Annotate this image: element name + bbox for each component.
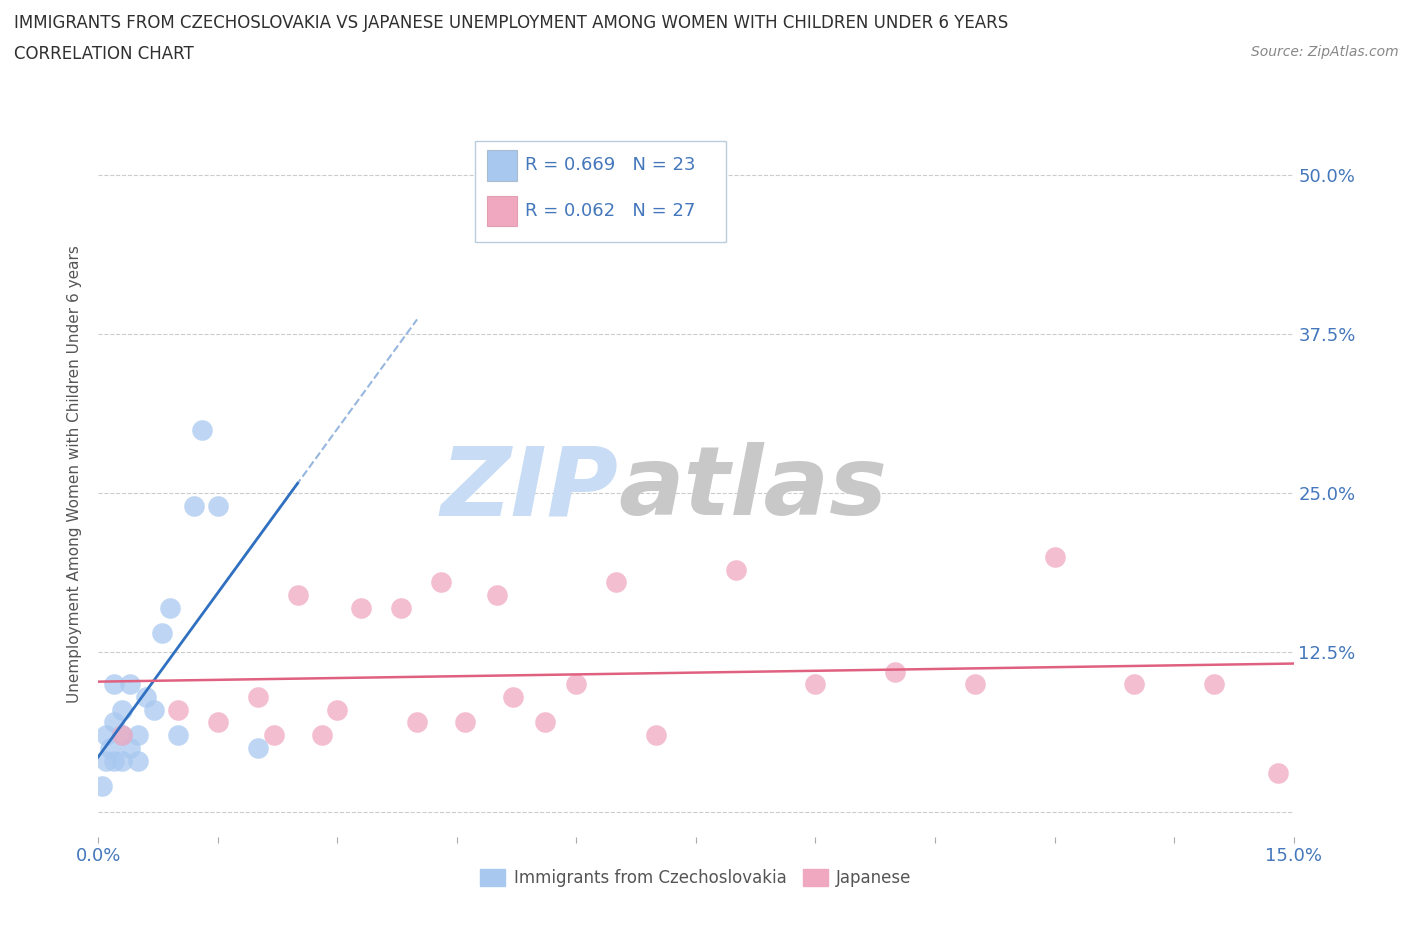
Point	[502, 689, 524, 704]
Point	[103, 753, 125, 768]
Point	[326, 702, 349, 717]
Point	[191, 422, 214, 437]
Point	[207, 498, 229, 513]
Point	[389, 601, 412, 616]
FancyBboxPatch shape	[475, 140, 725, 242]
Point	[111, 728, 134, 743]
Bar	[486, 195, 517, 226]
Text: ZIP: ZIP	[440, 443, 619, 536]
Point	[605, 575, 627, 590]
Point	[485, 588, 508, 603]
Point	[111, 728, 134, 743]
Point	[98, 740, 122, 755]
Point	[143, 702, 166, 717]
Point	[350, 601, 373, 616]
Text: R = 0.669   N = 23: R = 0.669 N = 23	[524, 156, 696, 174]
Point	[1202, 677, 1225, 692]
Point	[884, 664, 907, 679]
Text: CORRELATION CHART: CORRELATION CHART	[14, 45, 194, 62]
Text: IMMIGRANTS FROM CZECHOSLOVAKIA VS JAPANESE UNEMPLOYMENT AMONG WOMEN WITH CHILDRE: IMMIGRANTS FROM CZECHOSLOVAKIA VS JAPANE…	[14, 14, 1008, 32]
Point	[120, 677, 142, 692]
Point	[287, 588, 309, 603]
Text: Source: ZipAtlas.com: Source: ZipAtlas.com	[1251, 45, 1399, 59]
Point	[111, 753, 134, 768]
Point	[454, 715, 477, 730]
Point	[91, 778, 114, 793]
Point	[127, 728, 149, 743]
Point	[724, 563, 747, 578]
Point	[135, 689, 157, 704]
Point	[1123, 677, 1146, 692]
Point	[150, 626, 173, 641]
Point	[804, 677, 827, 692]
Point	[963, 677, 986, 692]
Point	[167, 702, 190, 717]
Point	[246, 689, 269, 704]
Point	[103, 677, 125, 692]
Point	[430, 575, 453, 590]
Point	[645, 728, 668, 743]
Point	[96, 728, 118, 743]
Point	[111, 702, 134, 717]
Point	[127, 753, 149, 768]
Point	[246, 740, 269, 755]
Point	[1043, 550, 1066, 565]
Point	[533, 715, 555, 730]
Point	[96, 753, 118, 768]
Point	[120, 740, 142, 755]
Point	[565, 677, 588, 692]
Text: atlas: atlas	[619, 443, 887, 536]
Point	[183, 498, 205, 513]
Bar	[486, 150, 517, 180]
Point	[406, 715, 429, 730]
Point	[311, 728, 333, 743]
Point	[103, 715, 125, 730]
Point	[1267, 766, 1289, 781]
Text: R = 0.062   N = 27: R = 0.062 N = 27	[524, 202, 696, 220]
Point	[167, 728, 190, 743]
Point	[207, 715, 229, 730]
Point	[159, 601, 181, 616]
Y-axis label: Unemployment Among Women with Children Under 6 years: Unemployment Among Women with Children U…	[67, 246, 83, 703]
Legend: Immigrants from Czechoslovakia, Japanese: Immigrants from Czechoslovakia, Japanese	[474, 862, 918, 894]
Point	[263, 728, 285, 743]
